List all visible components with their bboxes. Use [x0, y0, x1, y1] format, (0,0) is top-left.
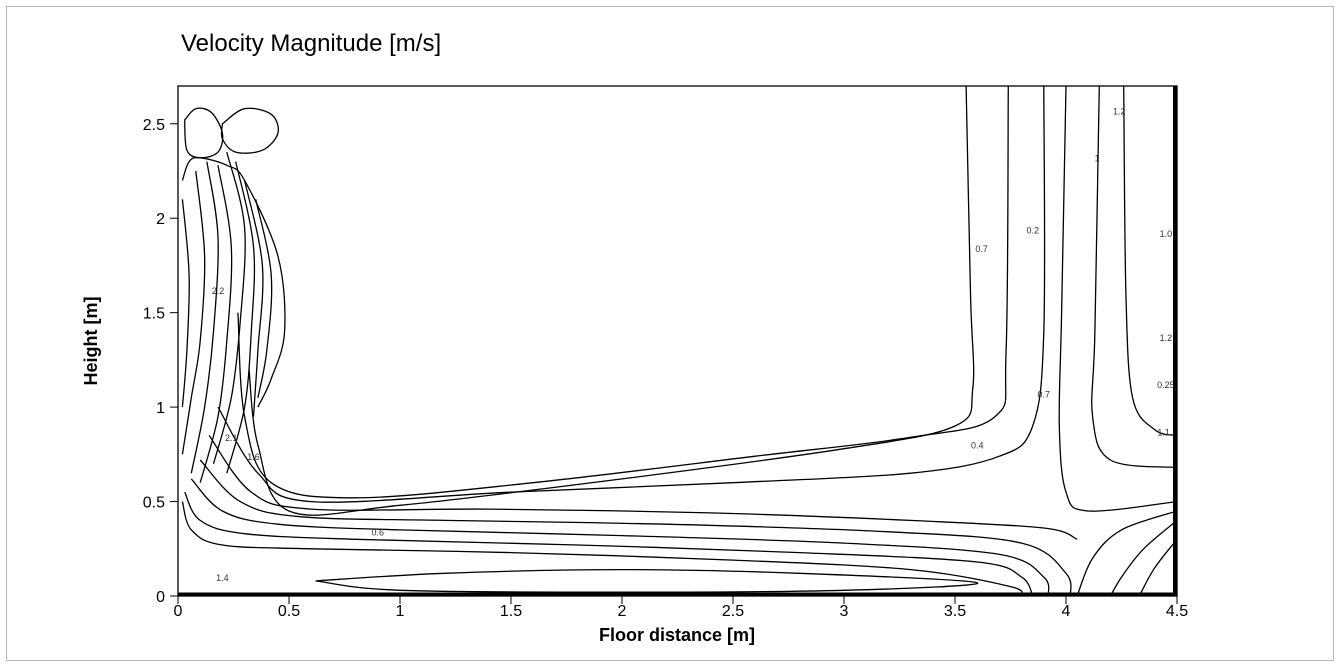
y-axis-label: Height [m] [81, 297, 101, 386]
chart-title: Velocity Magnitude [m/s] [181, 30, 442, 57]
contour-floor-band-4 [199, 459, 1072, 596]
contour-label: 0.4 [971, 441, 984, 451]
contour-right-lower-3 [1138, 538, 1177, 596]
contour-label: 1.2 [1160, 333, 1173, 343]
contour-right-lower-1 [1076, 510, 1177, 596]
x-tick-label: 4 [1062, 603, 1071, 620]
y-tick-label: 0 [156, 589, 165, 606]
contour-floor-band-3 [190, 478, 1050, 596]
x-tick-label: 2 [618, 603, 627, 620]
contour-floor-band-6 [217, 86, 1046, 503]
y-tick-label: 1 [156, 400, 165, 417]
x-axis: 0 0.5 1 1.5 2 2.5 3 3.5 4 4.5 [174, 596, 1188, 620]
contour-label: 1 [1095, 154, 1100, 164]
plot-area [177, 85, 1178, 597]
contour-label: 2.2 [212, 286, 225, 296]
x-tick-label: 0 [174, 603, 183, 620]
contour-jet-left-1 [181, 199, 190, 408]
contour-label: 1.2 [1113, 106, 1126, 116]
contour-label: 0.25 [1157, 380, 1175, 390]
contour-right-vertical-3 [1123, 86, 1177, 437]
contour-floor-band-5 [208, 435, 1078, 540]
contour-label: 2.1 [225, 433, 238, 443]
contour-lines [181, 86, 1177, 596]
y-tick-label: 1.5 [143, 306, 165, 323]
contour-floor-band-2 [184, 491, 1034, 596]
x-tick-label: 4.5 [1166, 603, 1188, 620]
contour-jet-mid-3 [243, 180, 264, 417]
contour-top-blob-1 [184, 107, 224, 159]
x-tick-label: 1 [396, 603, 405, 620]
contour-label: 0.7 [1038, 390, 1051, 400]
y-tick-label: 0.5 [143, 495, 165, 512]
contour-jet-left-3 [190, 161, 219, 474]
contour-label: 1.4 [216, 573, 229, 583]
contour-floor-ellipse [315, 568, 979, 593]
contour-label: 1.0 [1160, 229, 1173, 239]
contour-inner-elbow [237, 86, 1009, 499]
x-axis-label: Floor distance [m] [599, 625, 755, 645]
contour-jet-mid-1 [212, 151, 246, 464]
contour-jet-right [255, 199, 273, 398]
x-tick-label: 1.5 [500, 603, 522, 620]
contour-jet-left-2 [181, 170, 206, 455]
contour-main-elbow [248, 86, 975, 516]
x-tick-label: 2.5 [722, 603, 744, 620]
contour-plume-outline [181, 156, 286, 408]
contour-top-blob-2 [220, 107, 279, 154]
y-tick-label: 2.5 [143, 117, 165, 134]
y-tick-label: 2 [156, 211, 165, 228]
contour-jet-left-4 [199, 165, 233, 483]
y-axis: 0 0.5 1 1.5 2 2.5 [143, 117, 178, 606]
contour-label: 1.6 [247, 452, 260, 462]
contour-jet-mid-2 [226, 161, 256, 474]
contour-labels: 0.6 0.4 0.7 0.7 0.2 1 1.2 1.2 0.25 1.0 1.1 1.4 2.2 2.… [212, 106, 1175, 583]
contour-floor-band-1 [181, 501, 1023, 596]
contour-right-vertical-1 [1058, 86, 1177, 512]
contour-label: 0.7 [975, 244, 988, 254]
contour-label: 0.6 [372, 528, 385, 538]
contour-right-lower-2 [1109, 519, 1177, 596]
contour-label: 1.1 [1157, 427, 1170, 437]
contour-right-vertical-2 [1091, 86, 1177, 469]
x-tick-label: 0.5 [278, 603, 300, 620]
x-tick-label: 3 [840, 603, 849, 620]
contour-label: 0.2 [1026, 225, 1039, 235]
x-tick-label: 3.5 [944, 603, 966, 620]
